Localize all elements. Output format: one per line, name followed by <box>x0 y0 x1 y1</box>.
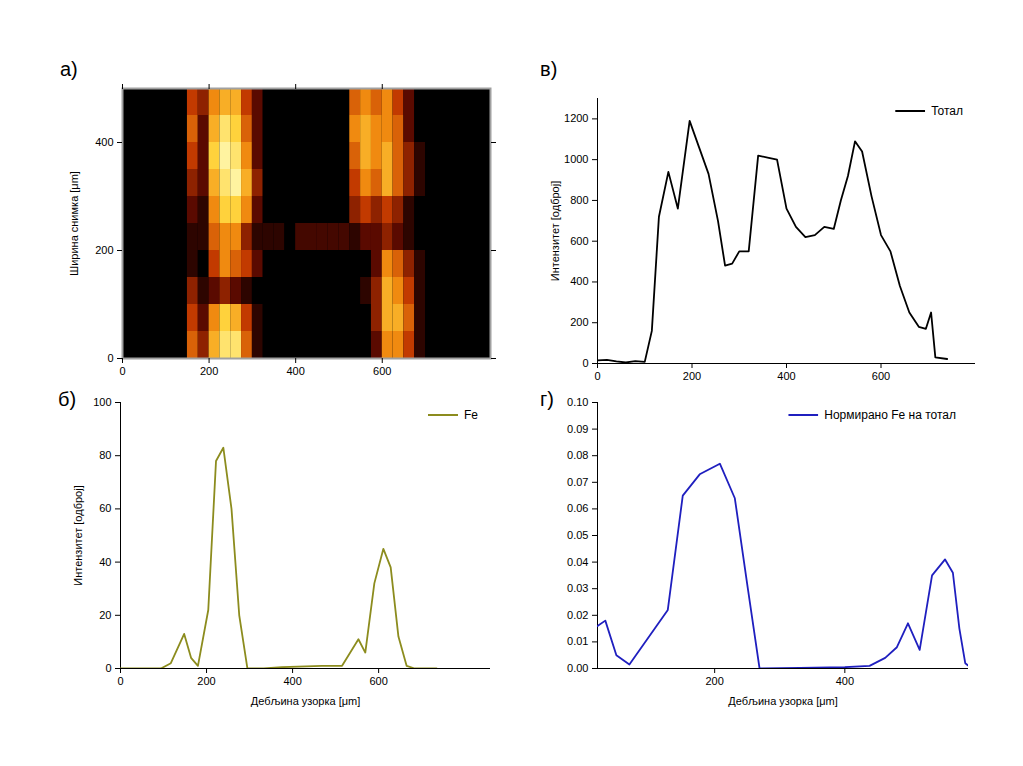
svg-text:20: 20 <box>99 609 111 621</box>
svg-text:400: 400 <box>570 275 588 287</box>
svg-text:0.00: 0.00 <box>567 662 588 674</box>
svg-text:400: 400 <box>777 370 795 382</box>
svg-text:0.02: 0.02 <box>567 609 588 621</box>
svg-text:0.06: 0.06 <box>567 502 588 514</box>
svg-text:800: 800 <box>570 194 588 206</box>
svg-text:1000: 1000 <box>564 153 588 165</box>
svg-text:200: 200 <box>200 365 218 377</box>
svg-text:0.08: 0.08 <box>567 449 588 461</box>
svg-text:0: 0 <box>594 370 600 382</box>
svg-text:600: 600 <box>369 675 387 687</box>
svg-text:0.01: 0.01 <box>567 635 588 647</box>
svg-text:400: 400 <box>286 365 304 377</box>
svg-text:0.10: 0.10 <box>567 396 588 408</box>
svg-text:0.04: 0.04 <box>567 556 588 568</box>
svg-text:Интензитет [одброј]: Интензитет [одброј] <box>72 485 84 585</box>
html-text:а): а) <box>60 58 78 80</box>
svg-text:0.05: 0.05 <box>567 529 588 541</box>
svg-text:0.03: 0.03 <box>567 582 588 594</box>
svg-text:600: 600 <box>570 235 588 247</box>
html-text:в): в) <box>540 58 558 80</box>
svg-text:200: 200 <box>95 244 113 256</box>
svg-text:200: 200 <box>197 675 215 687</box>
svg-text:1200: 1200 <box>564 112 588 124</box>
svg-text:200: 200 <box>705 675 723 687</box>
svg-text:80: 80 <box>99 449 111 461</box>
svg-text:200: 200 <box>570 316 588 328</box>
svg-text:600: 600 <box>872 370 890 382</box>
svg-text:60: 60 <box>99 502 111 514</box>
svg-text:100: 100 <box>93 396 111 408</box>
svg-text:0: 0 <box>105 662 111 674</box>
svg-text:0: 0 <box>119 365 125 377</box>
svg-text:0.07: 0.07 <box>567 476 588 488</box>
svg-text:Дебљина узорка [μm]: Дебљина узорка [μm] <box>251 695 361 707</box>
svg-text:400: 400 <box>95 136 113 148</box>
html-text:Тотал: Тотал <box>931 104 963 118</box>
svg-text:600: 600 <box>373 365 391 377</box>
html-text:б): б) <box>58 388 77 410</box>
svg-text:0: 0 <box>107 352 113 364</box>
svg-text:Интензитет [одброј]: Интензитет [одброј] <box>549 181 561 281</box>
svg-text:400: 400 <box>283 675 301 687</box>
svg-text:0: 0 <box>117 675 123 687</box>
svg-text:400: 400 <box>836 675 854 687</box>
svg-text:200: 200 <box>683 370 701 382</box>
svg-text:40: 40 <box>99 556 111 568</box>
svg-text:0: 0 <box>582 357 588 369</box>
svg-text:Ширина снимка [μm]: Ширина снимка [μm] <box>68 171 80 276</box>
html-text:Нормирано Fe на тотал: Нормирано Fe на тотал <box>824 408 956 422</box>
svg-text:0.09: 0.09 <box>567 423 588 435</box>
html-text:г): г) <box>540 388 554 410</box>
svg-text:Дебљина узорка [μm]: Дебљина узорка [μm] <box>728 695 838 707</box>
html-text:Fe: Fe <box>464 408 478 422</box>
